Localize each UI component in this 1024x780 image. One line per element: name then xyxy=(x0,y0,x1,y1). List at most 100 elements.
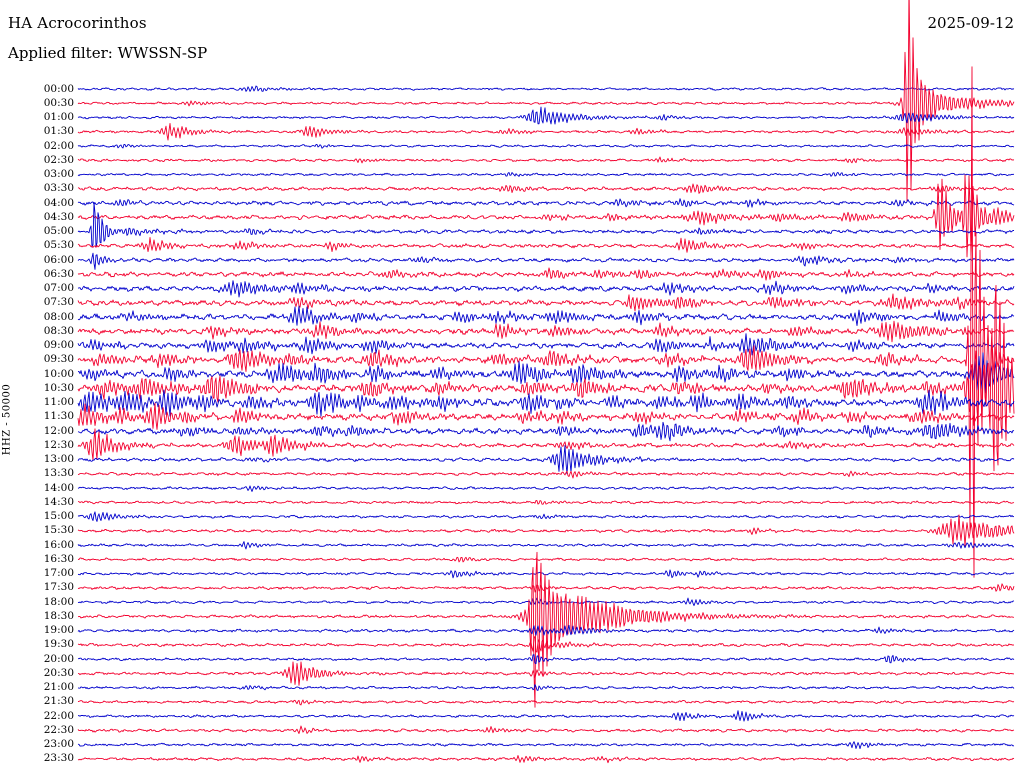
seismogram-trace-17:00 xyxy=(77,569,1015,579)
time-label: 10:00 xyxy=(43,367,74,380)
time-label: 12:30 xyxy=(43,438,74,451)
seismogram-trace-21:00 xyxy=(77,684,1015,691)
seismogram-trace-12:30 xyxy=(77,428,1015,461)
seismogram-trace-02:30 xyxy=(77,156,1015,164)
time-label: 17:00 xyxy=(43,567,74,580)
time-label: 16:00 xyxy=(43,538,74,551)
time-label: 02:30 xyxy=(43,153,74,166)
seismogram-trace-07:30 xyxy=(77,293,1015,312)
seismogram-trace-01:00 xyxy=(77,106,1015,125)
seismogram-trace-01:30 xyxy=(77,122,1015,141)
seismogram-trace-02:00 xyxy=(77,143,1015,149)
time-label: 13:30 xyxy=(43,467,74,480)
seismogram-trace-22:30 xyxy=(77,725,1015,734)
time-label: 16:30 xyxy=(43,552,74,565)
time-label: 12:00 xyxy=(43,424,74,437)
time-label: 09:00 xyxy=(43,339,74,352)
time-label: 05:00 xyxy=(43,225,74,238)
seismogram-trace-00:00 xyxy=(77,85,1015,92)
time-label: 18:00 xyxy=(43,595,74,608)
seismogram-trace-09:30 xyxy=(77,66,1015,578)
time-label: 18:30 xyxy=(43,609,74,622)
seismogram-trace-11:30 xyxy=(77,402,1015,430)
seismogram-trace-15:30 xyxy=(77,514,1015,547)
time-label: 22:00 xyxy=(43,709,74,722)
time-label: 14:30 xyxy=(43,495,74,508)
seismogram-trace-04:00 xyxy=(77,198,1015,208)
time-label: 19:00 xyxy=(43,624,74,637)
seismogram-trace-16:00 xyxy=(77,541,1015,550)
seismogram-trace-08:30 xyxy=(77,320,1015,343)
seismogram-trace-06:00 xyxy=(77,252,1015,270)
seismogram-trace-00:30 xyxy=(77,0,1015,202)
filter-label: Applied filter: WWSSN-SP xyxy=(8,44,208,62)
seismogram-trace-23:30 xyxy=(77,755,1015,764)
seismogram-trace-21:30 xyxy=(77,699,1015,706)
seismogram-trace-23:00 xyxy=(77,741,1015,750)
time-label: 03:00 xyxy=(43,168,74,181)
time-label: 21:30 xyxy=(43,695,74,708)
date-label: 2025-09-12 xyxy=(927,14,1014,32)
time-label: 20:00 xyxy=(43,652,74,665)
time-label: 23:00 xyxy=(43,738,74,751)
time-label: 05:30 xyxy=(43,239,74,252)
time-label: 08:00 xyxy=(43,310,74,323)
time-label: 21:00 xyxy=(43,681,74,694)
time-label: 23:30 xyxy=(43,752,74,765)
seismogram-trace-13:00 xyxy=(77,445,1015,475)
time-label: 06:00 xyxy=(43,253,74,266)
seismogram-trace-07:00 xyxy=(77,280,1015,298)
time-label: 07:30 xyxy=(43,296,74,309)
time-label: 03:30 xyxy=(43,182,74,195)
seismogram-trace-20:30 xyxy=(78,661,1015,686)
seismogram-trace-19:00 xyxy=(77,624,1015,636)
seismogram-trace-03:30 xyxy=(77,183,1015,194)
seismogram-trace-05:00 xyxy=(77,202,1014,248)
seismogram-trace-04:30 xyxy=(77,174,1015,258)
seismogram-trace-12:00 xyxy=(77,421,1015,442)
time-label: 09:30 xyxy=(43,353,74,366)
seismogram-trace-15:00 xyxy=(77,511,1015,522)
time-label: 01:30 xyxy=(43,125,74,138)
time-label: 04:30 xyxy=(43,210,74,223)
seismogram-trace-09:00 xyxy=(77,333,1015,356)
time-label: 20:30 xyxy=(43,666,74,679)
time-label: 14:00 xyxy=(43,481,74,494)
seismogram-trace-19:30 xyxy=(77,636,1015,653)
time-label: 07:00 xyxy=(43,282,74,295)
seismogram-trace-14:30 xyxy=(77,500,1015,505)
time-label: 15:30 xyxy=(43,524,74,537)
time-label: 01:00 xyxy=(43,111,74,123)
seismogram-trace-10:30 xyxy=(77,284,1015,472)
seismogram-trace-11:00 xyxy=(77,389,1015,417)
seismogram-trace-13:30 xyxy=(77,470,1015,479)
time-label: 04:00 xyxy=(43,196,74,209)
seismogram-trace-17:30 xyxy=(77,583,1015,593)
seismogram-trace-14:00 xyxy=(77,485,1015,492)
time-label: 17:30 xyxy=(43,581,74,594)
time-label: 10:30 xyxy=(43,381,74,394)
seismogram-trace-03:00 xyxy=(77,171,1015,177)
seismogram-trace-18:30 xyxy=(77,551,1015,708)
seismogram-trace-08:00 xyxy=(77,305,1015,327)
time-label: 15:00 xyxy=(43,510,74,523)
time-label: 19:30 xyxy=(43,638,74,651)
seismogram-trace-10:00 xyxy=(77,352,1015,394)
time-label: 02:00 xyxy=(43,139,74,152)
seismogram-trace-20:00 xyxy=(78,654,1015,665)
seismogram-trace-16:30 xyxy=(77,556,1015,563)
time-label: 06:30 xyxy=(43,267,74,280)
time-label: 11:00 xyxy=(43,396,74,409)
seismogram-trace-22:00 xyxy=(77,710,1015,722)
seismogram-trace-06:30 xyxy=(77,267,1015,281)
time-label: 11:30 xyxy=(43,410,74,423)
station-name: HA Acrocorinthos xyxy=(8,14,147,32)
time-label: 08:30 xyxy=(43,324,74,337)
time-label: 00:00 xyxy=(43,82,74,95)
seismogram-trace-05:30 xyxy=(77,237,1015,253)
time-label: 22:30 xyxy=(43,723,74,736)
time-label: 13:00 xyxy=(43,453,74,466)
time-label: 00:30 xyxy=(43,96,74,109)
